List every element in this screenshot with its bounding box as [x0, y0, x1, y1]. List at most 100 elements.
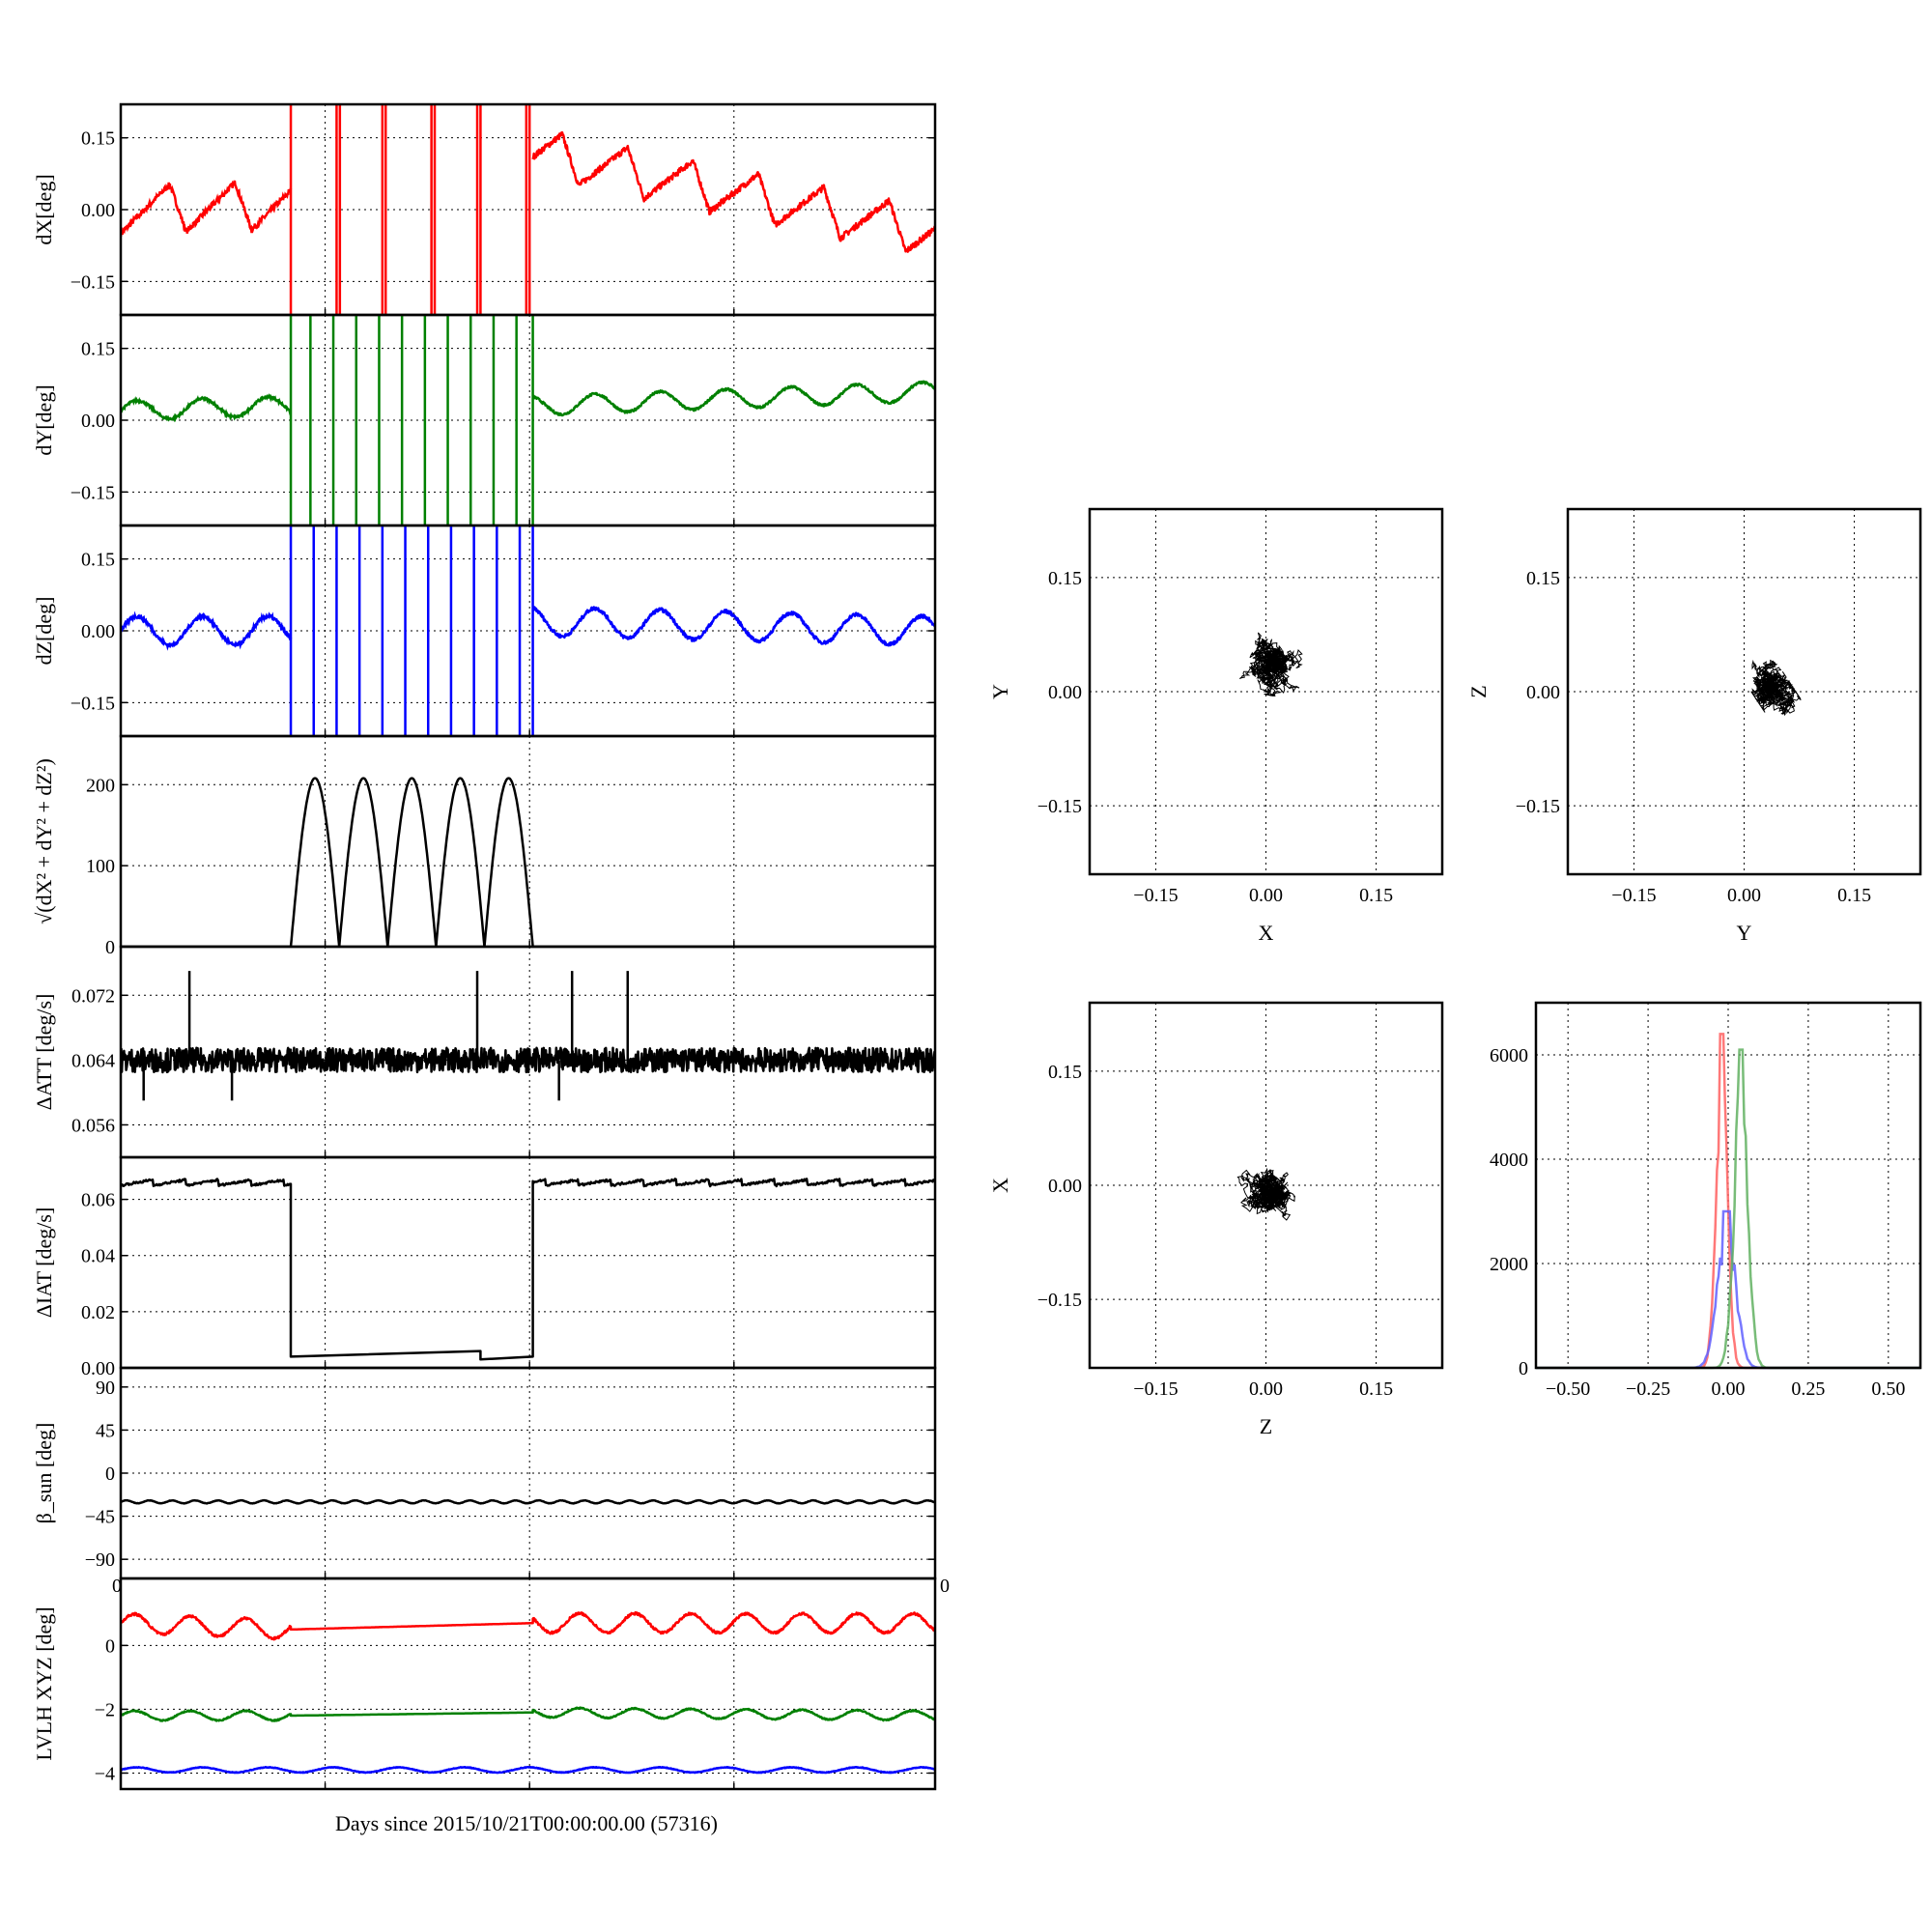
panel-dx-ytick-label: 0.00	[81, 200, 115, 221]
panel-hist-ytick-label: 2000	[1490, 1254, 1528, 1275]
panel-norm-ytick-label: 0	[105, 937, 115, 958]
panel-norm-plot	[121, 777, 935, 947]
panel-norm-ylabel: √(dX² + dY² + dZ²)	[32, 758, 56, 924]
panel-yz-xtick-label: 0.15	[1837, 885, 1871, 906]
panel-hist-frame	[1534, 1001, 1922, 1370]
panel-datt-ytick-label: 0.064	[71, 1050, 115, 1071]
panel-yz-ytick-label: −0.15	[1516, 796, 1560, 817]
panel-zx-xtick-label: 0.00	[1249, 1378, 1283, 1400]
panel-dy-series-0	[121, 393, 293, 423]
panel-dy-plot	[121, 315, 935, 526]
panel-zx-ylabel: X	[988, 1178, 1012, 1193]
panel-dy-series-0	[531, 380, 935, 417]
scatter-panels: −0.15 0.00 0.15 −0.15 0.00 0.15 X Y −0.15 0.00 0.1…	[988, 507, 1922, 1438]
panel-xy-ytick-label: −0.15	[1037, 796, 1082, 817]
panel-dz-ylabel: dZ[deg]	[32, 597, 56, 666]
panel-norm: 0 100 200 √(dX² + dY² + dZ²)	[32, 734, 937, 958]
panel-yz-trace	[1750, 659, 1802, 717]
panel-lvlh-ytick-label: −4	[95, 1763, 115, 1784]
panel-lvlh-plot	[121, 1610, 935, 1775]
panel-xy-xlabel: X	[1259, 921, 1274, 945]
panel-hist: −0.50 −0.25 0.00 0.25 0.50 0 2000 4000 6000	[1490, 1001, 1922, 1400]
panel-yz-xlabel: Y	[1737, 921, 1752, 945]
panel-dz-ytick-label: 0.00	[81, 621, 115, 642]
x-axis-label: Days since 2015/10/21T00:00:00.00 (57316…	[335, 1811, 718, 1835]
panel-dy: 0.15 0.00 −0.15 dY[deg]	[32, 313, 937, 527]
panel-hist-ytick-label: 4000	[1490, 1150, 1528, 1171]
panel-beta: 90 45 0 −45 −90 β_sun [deg]	[32, 1366, 937, 1580]
panel-dz-ytick-label: −0.15	[71, 693, 115, 714]
panel-xy-xtick-label: 0.15	[1359, 885, 1393, 906]
panel-datt-ytick-label: 0.056	[71, 1115, 115, 1136]
panel-dx-series-0	[121, 180, 293, 238]
panel-lvlh: 0 −2 −4 LVLH XYZ [deg] 0 0	[32, 1576, 950, 1791]
panel-diat-ytick-label: 0.02	[81, 1302, 115, 1323]
panel-dz-series-0	[121, 611, 293, 651]
panel-zx-trace	[1236, 1167, 1295, 1221]
panel-lvlh-xtick-top-label: 0	[112, 1576, 122, 1597]
panel-datt-series-0	[121, 1046, 935, 1074]
panel-dy-ytick-label: 0.15	[81, 339, 115, 360]
panel-beta-ytick-label: −90	[85, 1549, 115, 1571]
panel-beta-ytick-label: −45	[85, 1507, 115, 1528]
panel-hist-xtick-label: −0.25	[1626, 1378, 1670, 1400]
panel-datt-plot	[121, 971, 935, 1101]
panel-diat-ytick-label: 0.06	[81, 1190, 115, 1211]
panel-diat-ytick-label: 0.04	[81, 1246, 115, 1267]
panel-dz: 0.15 0.00 −0.15 dZ[deg]	[32, 524, 937, 738]
panel-beta-ytick-label: 90	[96, 1378, 115, 1399]
panel-zx-frame	[1088, 1001, 1444, 1370]
panel-hist-xtick-label: 0.00	[1712, 1378, 1746, 1400]
panel-yz-ylabel: Z	[1466, 685, 1491, 697]
panel-diat-ytick-label: 0.00	[81, 1358, 115, 1379]
panel-xy: −0.15 0.00 0.15 −0.15 0.00 0.15 X Y	[988, 507, 1444, 945]
panel-hist-xtick-label: 0.50	[1871, 1378, 1905, 1400]
panel-datt: 0.072 0.064 0.056 ΔATT [deg/s]	[32, 945, 937, 1159]
panel-dx-series-0	[531, 130, 935, 253]
panel-zx: −0.15 0.00 0.15 −0.15 0.00 0.15 Z X	[988, 1001, 1444, 1438]
panel-diat-ylabel: ΔIAT [deg/s]	[32, 1208, 56, 1319]
panel-xy-ytick-label: 0.15	[1048, 568, 1082, 589]
panel-dx-ytick-label: −0.15	[71, 271, 115, 293]
panel-zx-ytick-label: 0.15	[1048, 1062, 1082, 1083]
panel-beta-ytick-label: 45	[96, 1420, 115, 1441]
panel-dz-series-0	[531, 606, 935, 647]
panel-diat-frame	[119, 1155, 937, 1370]
panel-hist-xtick-label: −0.50	[1546, 1378, 1590, 1400]
panel-dx-ytick-label: 0.15	[81, 128, 115, 150]
panel-hist-ytick-label: 6000	[1490, 1045, 1528, 1066]
panel-dy-ylabel: dY[deg]	[32, 384, 56, 455]
panel-dx-plot	[121, 104, 935, 315]
panel-norm-series-0	[121, 777, 935, 947]
panel-diat-plot	[121, 1178, 935, 1361]
panel-dz-plot	[121, 526, 935, 736]
panel-lvlh-series-2	[121, 1765, 935, 1775]
panel-yz-ytick-label: 0.15	[1526, 568, 1560, 589]
panel-yz-frame	[1566, 507, 1922, 876]
time-series-panels: 0.15 0.00 −0.15 dX[deg] 0.15 0.00 −0.15 dY[deg]…	[32, 102, 950, 1791]
panel-diat-series-0	[121, 1178, 935, 1361]
panel-lvlh-frame	[119, 1577, 937, 1791]
panel-lvlh-ytick-label: −2	[95, 1699, 115, 1720]
panel-dx-ylabel: dX[deg]	[32, 174, 56, 244]
panel-lvlh-ylabel: LVLH XYZ [deg]	[32, 1606, 56, 1760]
panel-dz-ytick-label: 0.15	[81, 550, 115, 571]
panel-xy-frame	[1088, 507, 1444, 876]
panel-yz-ytick-label: 0.00	[1526, 682, 1560, 703]
panel-zx-xlabel: Z	[1260, 1414, 1272, 1438]
panel-xy-xtick-label: −0.15	[1133, 885, 1178, 906]
panel-datt-ytick-label: 0.072	[71, 985, 115, 1007]
panel-lvlh-ytick-label: 0	[105, 1635, 115, 1657]
panel-lvlh-series-1	[121, 1706, 935, 1722]
panel-norm-frame	[119, 734, 937, 949]
panel-yz-xtick-label: −0.15	[1611, 885, 1656, 906]
panel-xy-trace	[1238, 632, 1303, 696]
panel-zx-ytick-label: −0.15	[1037, 1290, 1082, 1311]
panel-yz-xtick-label: 0.00	[1727, 885, 1761, 906]
panel-beta-ytick-label: 0	[105, 1463, 115, 1485]
panel-beta-series-0	[121, 1498, 935, 1505]
panel-beta-ylabel: β_sun [deg]	[32, 1423, 56, 1524]
panel-xy-ylabel: Y	[988, 684, 1012, 699]
panel-hist-ytick-label: 0	[1519, 1358, 1528, 1379]
